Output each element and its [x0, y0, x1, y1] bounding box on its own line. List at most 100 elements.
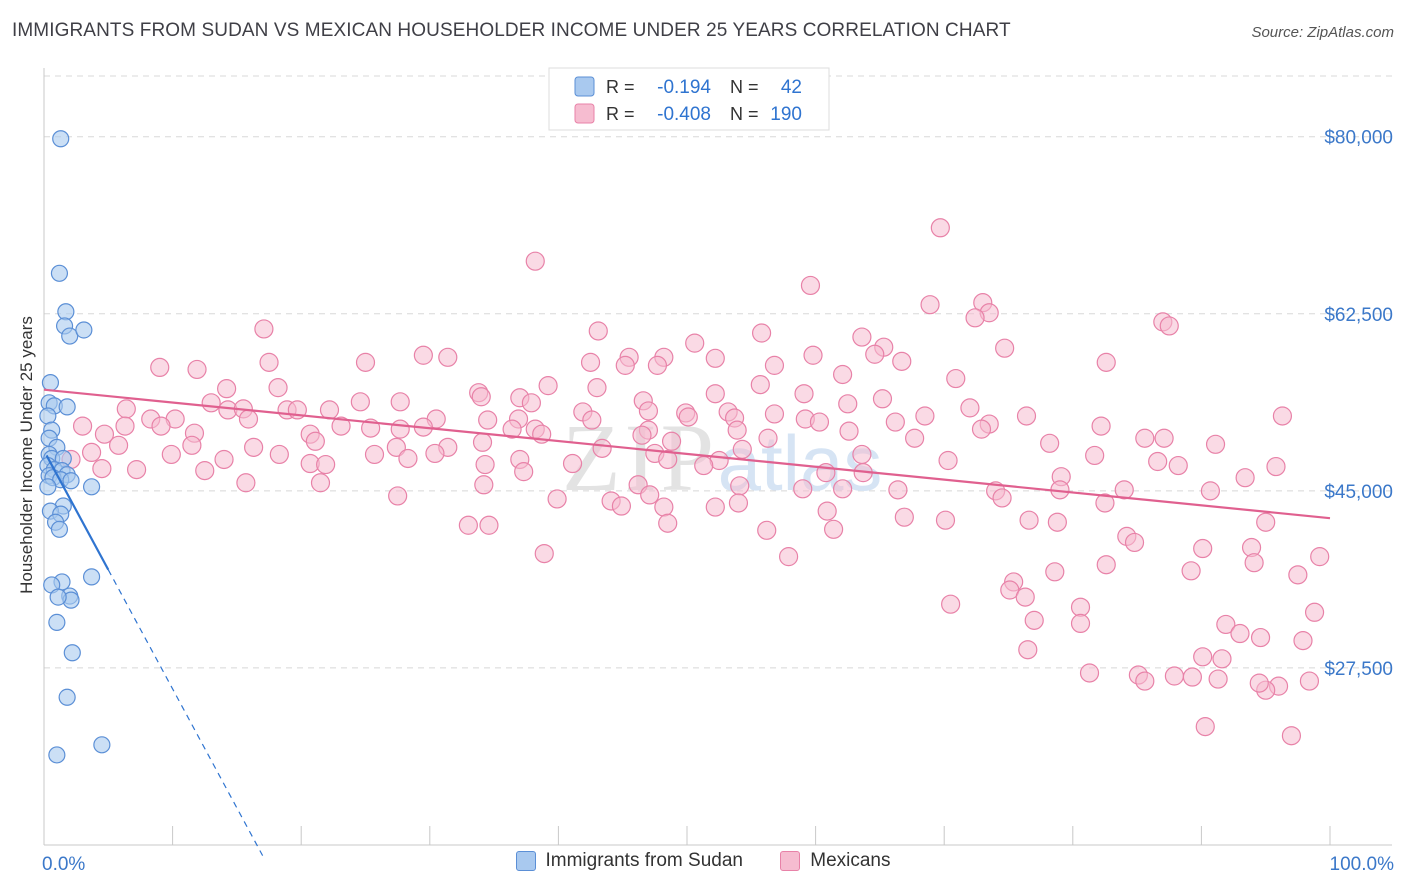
mexican-point-113: [592, 438, 612, 458]
mexican-point-145: [1235, 468, 1255, 488]
sudan-point-41: [93, 736, 111, 754]
sudan-point-37: [49, 588, 67, 606]
mexican-point-166: [654, 497, 674, 517]
mexican-point-210: [1135, 671, 1155, 691]
mexican-point-94: [94, 424, 115, 444]
mexican-point-58: [319, 400, 340, 420]
mexican-point-124: [214, 449, 234, 470]
mexican-point-206: [1079, 663, 1100, 683]
bottom-legend-label-mexican: Mexicans: [810, 850, 891, 871]
mexican-point-65: [1016, 406, 1037, 426]
mexican-point-39: [217, 379, 237, 399]
mexican-point-15: [995, 338, 1015, 358]
bottom-legend-swatch-mexican: [780, 851, 801, 871]
sudan-point-24: [62, 472, 80, 490]
mexican-point-127: [658, 449, 678, 470]
mexican-point-118: [364, 444, 385, 465]
mexican-point-151: [793, 479, 813, 499]
mexican-point-160: [640, 485, 660, 505]
mexican-point-47: [350, 392, 370, 412]
mexican-point-138: [92, 458, 112, 479]
mexican-point-35: [750, 375, 770, 395]
mexican-point-2: [800, 275, 821, 296]
mexican-point-117: [269, 444, 289, 465]
mexican-point-10: [588, 321, 608, 341]
mexican-point-84: [331, 416, 351, 436]
mexican-point-169: [894, 507, 914, 527]
mexican-point-156: [1114, 480, 1134, 500]
mexican-point-108: [108, 435, 129, 455]
sudan-point-40: [58, 688, 76, 706]
mexican-point-53: [116, 399, 136, 419]
mexican-point-215: [1164, 666, 1184, 686]
sudan-point-39: [63, 644, 81, 662]
chart-title: IMMIGRANTS FROM SUDAN VS MEXICAN HOUSEHO…: [12, 20, 1011, 41]
mexican-point-139: [126, 460, 147, 480]
y-tick-label-2: $45,000: [1324, 482, 1393, 503]
mexican-point-19: [865, 344, 885, 364]
mexican-point-152: [833, 479, 853, 499]
sudan-point-1: [50, 264, 69, 282]
sudan-trend-extension: [107, 569, 264, 856]
mexican-point-188: [1181, 561, 1201, 581]
sudan-point-5: [75, 321, 93, 339]
mexican-point-41: [794, 384, 814, 404]
legend-r-value-sudan: -0.194: [657, 77, 711, 98]
sudan-point-25: [82, 478, 101, 496]
mexican-point-195: [1070, 597, 1091, 617]
mexican-point-99: [905, 428, 925, 448]
mexican-point-101: [1154, 428, 1174, 448]
y-tick-label-3: $27,500: [1324, 659, 1393, 680]
mexican-point-33: [833, 364, 853, 385]
mexican-point-109: [182, 435, 202, 455]
mexican-point-115: [81, 442, 102, 463]
mexican-point-51: [838, 394, 858, 414]
mexican-point-106: [1040, 433, 1060, 453]
legend-r-label-sudan: R =: [606, 77, 635, 97]
mexican-point-184: [778, 547, 799, 567]
mexican-point-167: [705, 497, 725, 517]
trend-lines: [43, 388, 1331, 856]
sudan-series: [39, 130, 111, 764]
source-credit: Source: ZipAtlas.com: [1251, 24, 1394, 41]
mexican-point-100: [1135, 428, 1155, 448]
mexican-point-69: [238, 409, 259, 429]
mexican-point-157: [1200, 481, 1221, 501]
mexican-point-217: [1281, 726, 1302, 746]
mexican-point-205: [1212, 649, 1232, 669]
mexican-point-163: [728, 493, 749, 513]
sudan-point-26: [39, 478, 57, 496]
mexican-point-102: [758, 428, 778, 448]
mexican-point-74: [678, 407, 698, 427]
mexican-point-116: [161, 444, 181, 465]
mexican-point-64: [915, 406, 935, 426]
mexican-point-180: [1124, 532, 1145, 553]
mexican-point-194: [941, 594, 961, 614]
mexican-point-174: [458, 515, 478, 535]
mexican-point-129: [938, 450, 958, 471]
mexican-point-25: [580, 352, 601, 372]
mexican-point-105: [661, 431, 682, 451]
mexican-point-46: [201, 393, 221, 413]
mexican-point-137: [1266, 456, 1286, 477]
sudan-point-42: [48, 746, 66, 764]
mexican-point-104: [472, 432, 493, 452]
mexican-point-121: [852, 444, 872, 465]
mexican-point-165: [611, 496, 632, 516]
mexican-point-170: [935, 510, 956, 530]
mexican-point-202: [1293, 631, 1313, 651]
mexican-point-88: [502, 419, 522, 439]
mexican-point-9: [254, 319, 274, 339]
sudan-point-0: [52, 130, 70, 148]
mexican-point-209: [1208, 669, 1228, 689]
mexican-point-200: [1230, 623, 1250, 644]
mexican-point-119: [425, 443, 445, 464]
mexican-point-34: [946, 368, 966, 389]
mexican-point-66: [1272, 406, 1293, 426]
mexican-point-125: [398, 448, 418, 469]
legend-swatch-mexican: [574, 103, 595, 124]
y-axis-label: Householder Income Under 25 years: [17, 316, 36, 594]
mexican-point-150: [730, 476, 750, 496]
mexican-point-111: [386, 437, 406, 457]
mexican-point-146: [236, 473, 256, 493]
